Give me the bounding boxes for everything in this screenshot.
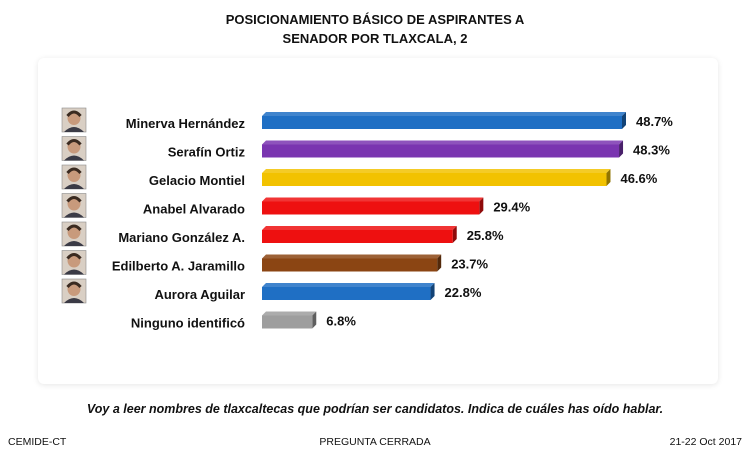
bar [262,226,457,243]
value-label: 6.8% [326,314,356,329]
bar [262,140,624,158]
bar [262,311,317,329]
candidate-photo [61,164,87,190]
category-label: Aurora Aguilar [154,287,245,302]
value-label: 22.8% [445,285,482,300]
value-label: 23.7% [451,257,488,272]
candidate-photo [61,136,87,161]
chart-title-line-2: SENADOR POR TLAXCALA, 2 [282,31,468,46]
candidate-photo [61,193,87,218]
value-label: 29.4% [493,200,530,215]
value-label: 25.8% [467,228,504,243]
bar [262,197,484,215]
value-label: 46.6% [620,171,657,186]
bar [262,283,435,300]
category-label: Serafín Ortiz [168,145,246,160]
category-label: Minerva Hernández [126,116,246,131]
candidate-photo [61,221,87,247]
value-label: 48.7% [636,114,673,129]
category-label: Ninguno identificó [131,316,245,331]
bar [262,254,442,272]
category-label: Edilberto A. Jaramillo [112,259,245,274]
category-label: Gelacio Montiel [149,173,245,188]
chart-title-line-1: POSICIONAMIENTO BÁSICO DE ASPIRANTES A [225,12,525,27]
chart-title: POSICIONAMIENTO BÁSICO DE ASPIRANTES A S… [0,10,750,48]
category-label: Anabel Alvarado [143,202,245,217]
candidate-photo [61,107,87,133]
category-label: Mariano González A. [118,230,245,245]
bar [262,112,626,129]
question-type-label: PREGUNTA CERRADA [319,436,431,448]
date-label: 21-22 Oct 2017 [669,436,742,448]
bar [262,169,611,186]
question-note: Voy a leer nombres de tlaxcaltecas que p… [86,402,664,416]
candidate-photo [61,250,87,275]
candidate-photo [61,278,87,304]
value-label: 48.3% [633,143,670,158]
source-label: CEMIDE-CT [8,436,67,448]
